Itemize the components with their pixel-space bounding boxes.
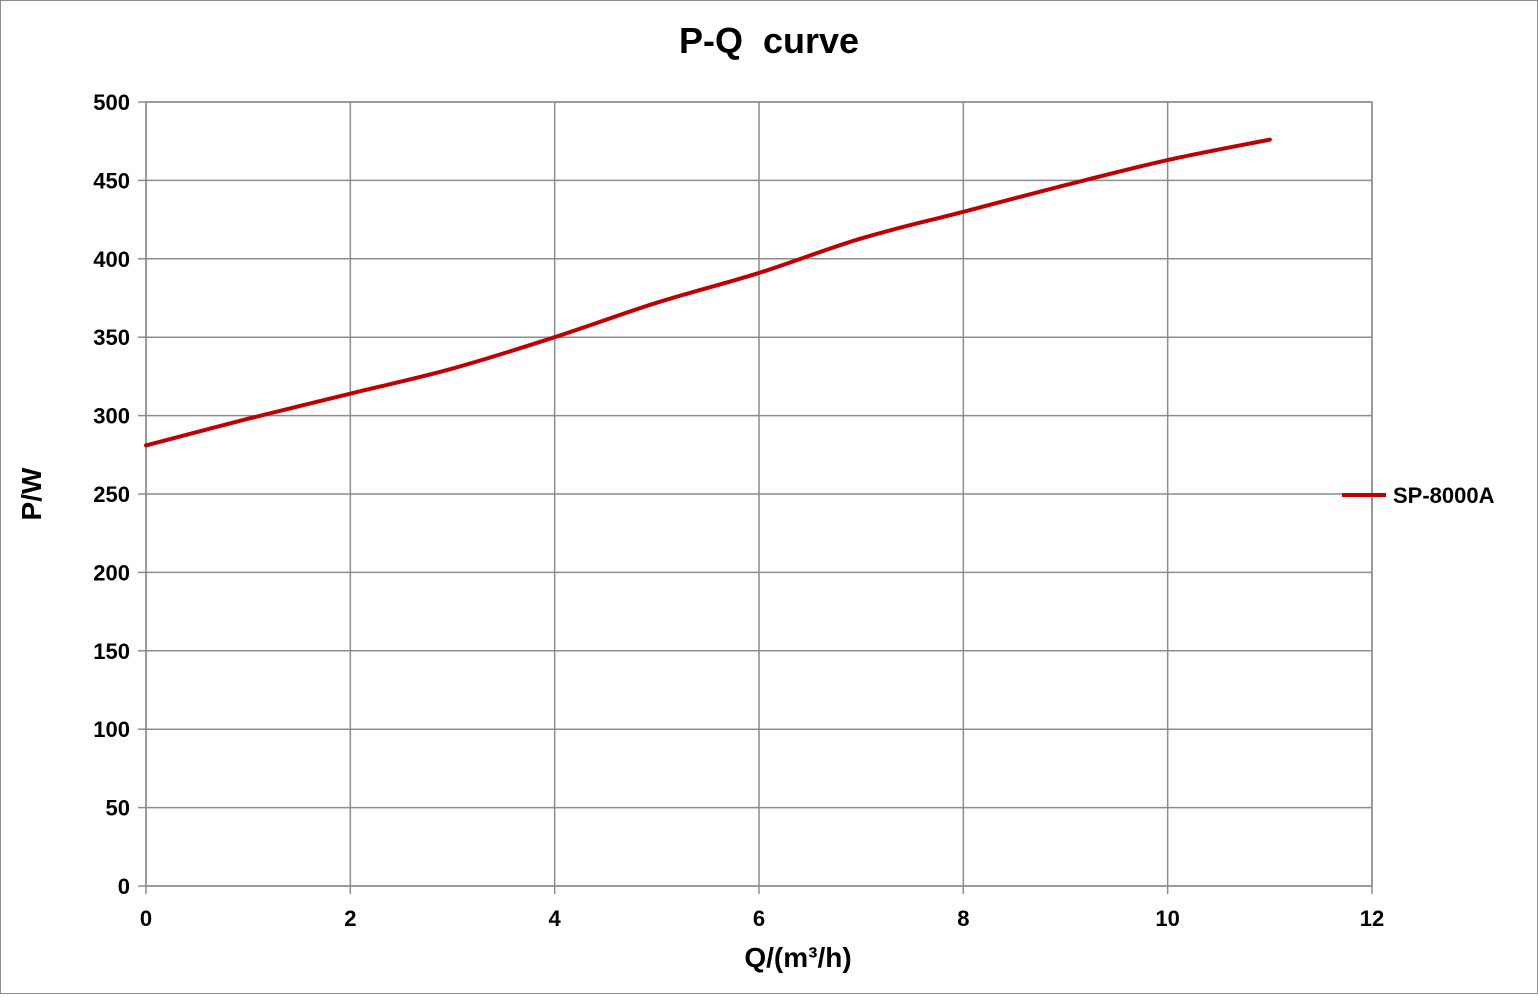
x-tick-label: 12 — [1360, 906, 1384, 931]
y-tick-label: 350 — [93, 325, 130, 350]
y-tick-label: 150 — [93, 639, 130, 664]
x-tick-label: 4 — [549, 906, 562, 931]
x-tick-label: 8 — [957, 906, 969, 931]
ticks-layer: 0 50 100 150 200 250 300 350 400 450 500 0 2 4 6 8 10 12 — [93, 90, 1384, 931]
chart-title: P-Q curve — [679, 20, 859, 61]
y-tick-label: 50 — [106, 796, 130, 821]
x-tick-label: 6 — [753, 906, 765, 931]
y-tick-label: 200 — [93, 560, 130, 585]
y-tick-label: 300 — [93, 404, 130, 429]
legend[interactable]: SP-8000A — [1342, 483, 1495, 508]
series-line — [144, 137, 1272, 448]
x-tick-label: 2 — [344, 906, 356, 931]
x-axis-title: Q/(m³/h) — [744, 942, 851, 973]
y-tick-label: 450 — [93, 168, 130, 193]
x-tick-label: 10 — [1155, 906, 1179, 931]
grid-layer — [145, 101, 1373, 887]
y-tick-label: 0 — [118, 874, 130, 899]
y-tick-label: 400 — [93, 247, 130, 272]
x-tick-label: 0 — [140, 906, 152, 931]
y-tick-label: 500 — [93, 90, 130, 115]
legend-label: SP-8000A — [1393, 483, 1495, 508]
y-tick-label: 100 — [93, 717, 130, 742]
series-layer — [144, 137, 1272, 448]
y-axis-title: P/W — [16, 467, 47, 520]
y-tick-label: 250 — [93, 482, 130, 507]
